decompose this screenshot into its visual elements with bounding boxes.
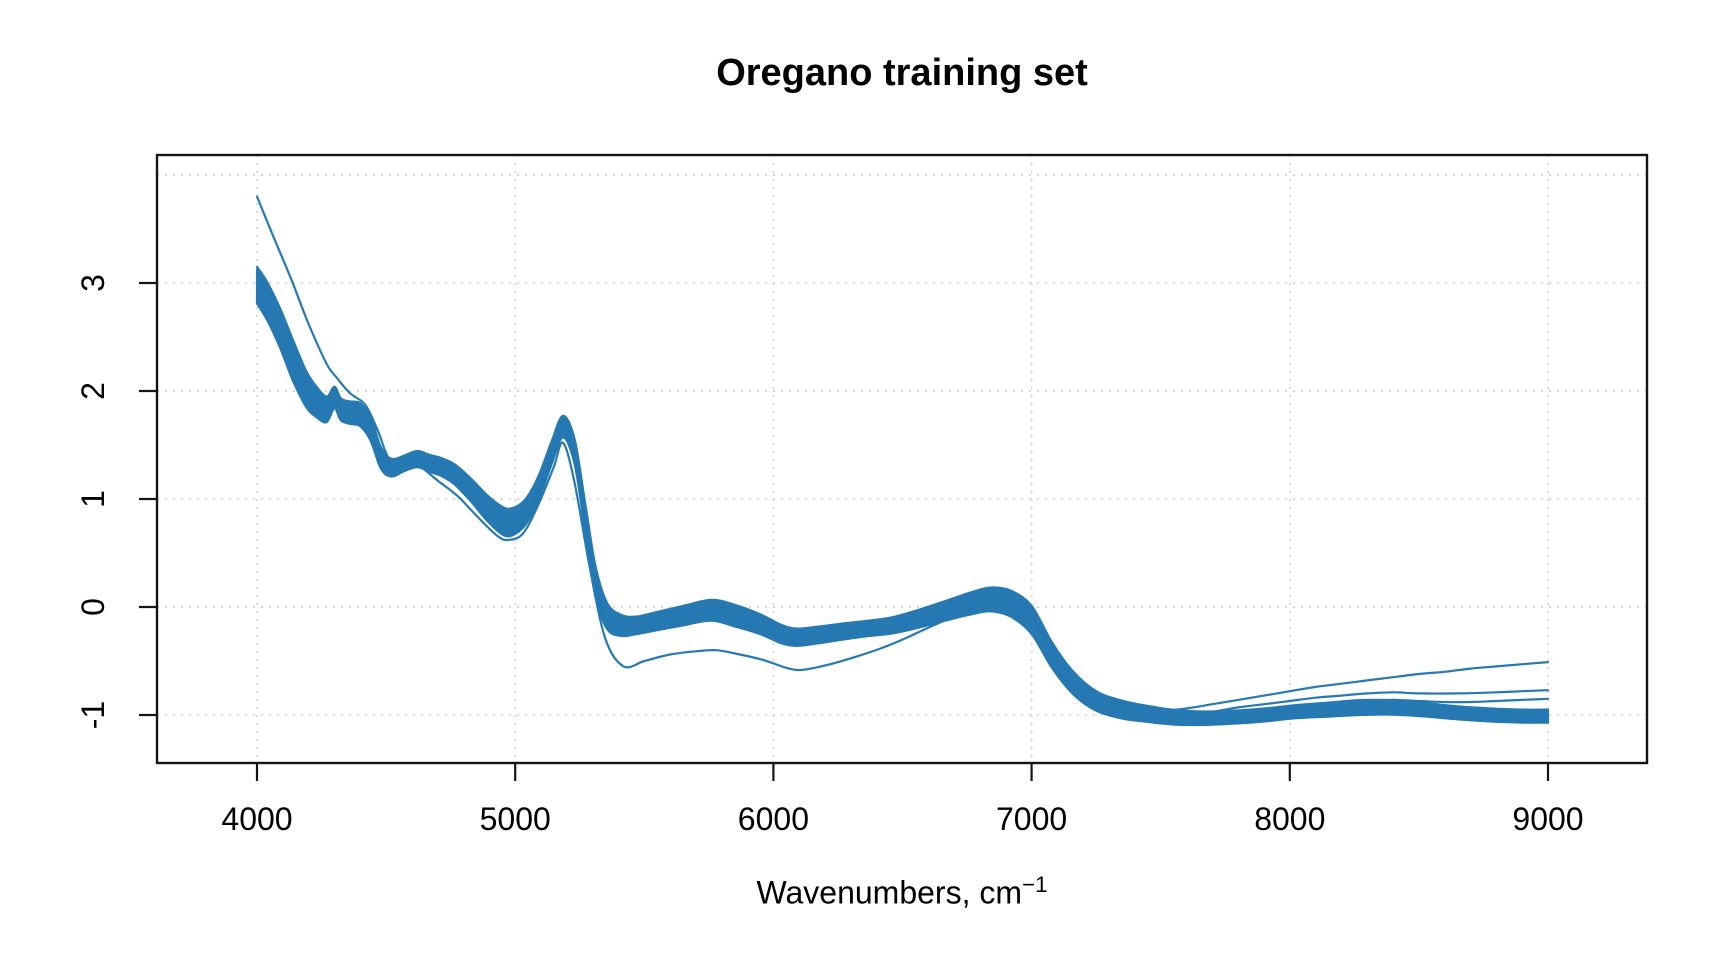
spectrum-line <box>255 290 1550 722</box>
spectrum-line <box>255 287 1550 721</box>
spectrum-line <box>255 292 1550 723</box>
spectrum-line <box>255 285 1550 720</box>
spectrum-line <box>255 271 1550 715</box>
spectrum-line <box>255 277 1550 717</box>
x-tick-label: 4000 <box>221 801 292 837</box>
spectrum-line <box>255 270 1550 715</box>
spectrum-line <box>255 289 1550 722</box>
x-tick-label: 7000 <box>996 801 1067 837</box>
y-tick-label: 2 <box>75 382 111 400</box>
spectrum-line <box>255 294 1550 724</box>
spectrum-line <box>255 284 1550 720</box>
spectrum-line <box>255 299 1550 726</box>
spectrum-line <box>255 274 1550 716</box>
spectrum-line <box>255 300 1550 726</box>
y-tick-label: 1 <box>75 490 111 508</box>
spectra-group <box>255 195 1550 727</box>
spectrum-line <box>255 265 1550 713</box>
x-tick-label: 5000 <box>480 801 551 837</box>
spectrum-line <box>255 302 1550 727</box>
plot-border <box>155 153 1649 765</box>
spectrum-line-upper-right-line <box>1146 689 1550 717</box>
y-tick-label: 3 <box>75 274 111 292</box>
spectrum-line <box>255 273 1550 716</box>
spectrum-line <box>255 295 1550 724</box>
y-tick-label: -1 <box>75 701 111 729</box>
chart-title: Oregano training set <box>716 52 1088 94</box>
x-axis-label-superscript: −1 <box>1022 872 1048 897</box>
spectrum-line <box>255 301 1550 726</box>
spectrum-line <box>255 288 1550 721</box>
spectrum-line <box>255 275 1550 717</box>
x-axis-label: Wavenumbers, cm−1 <box>157 872 1647 912</box>
spectrum-line <box>255 282 1550 719</box>
y-tick-label: 0 <box>75 598 111 616</box>
spectrum-line <box>255 296 1550 724</box>
spectrum-line-middle-right-line <box>1133 697 1550 719</box>
spectrum-line-outlier-full-range <box>255 195 1550 712</box>
x-tick-label: 6000 <box>738 801 809 837</box>
x-tick-label: 9000 <box>1512 801 1583 837</box>
spectrum-line <box>255 298 1550 725</box>
spectrum-line <box>255 278 1550 718</box>
x-axis-label-text: Wavenumbers, cm <box>756 874 1022 911</box>
x-tick-label: 8000 <box>1254 801 1325 837</box>
spectrum-line <box>255 291 1550 723</box>
spectrum-line <box>255 297 1550 725</box>
spectrum-line <box>255 283 1550 720</box>
